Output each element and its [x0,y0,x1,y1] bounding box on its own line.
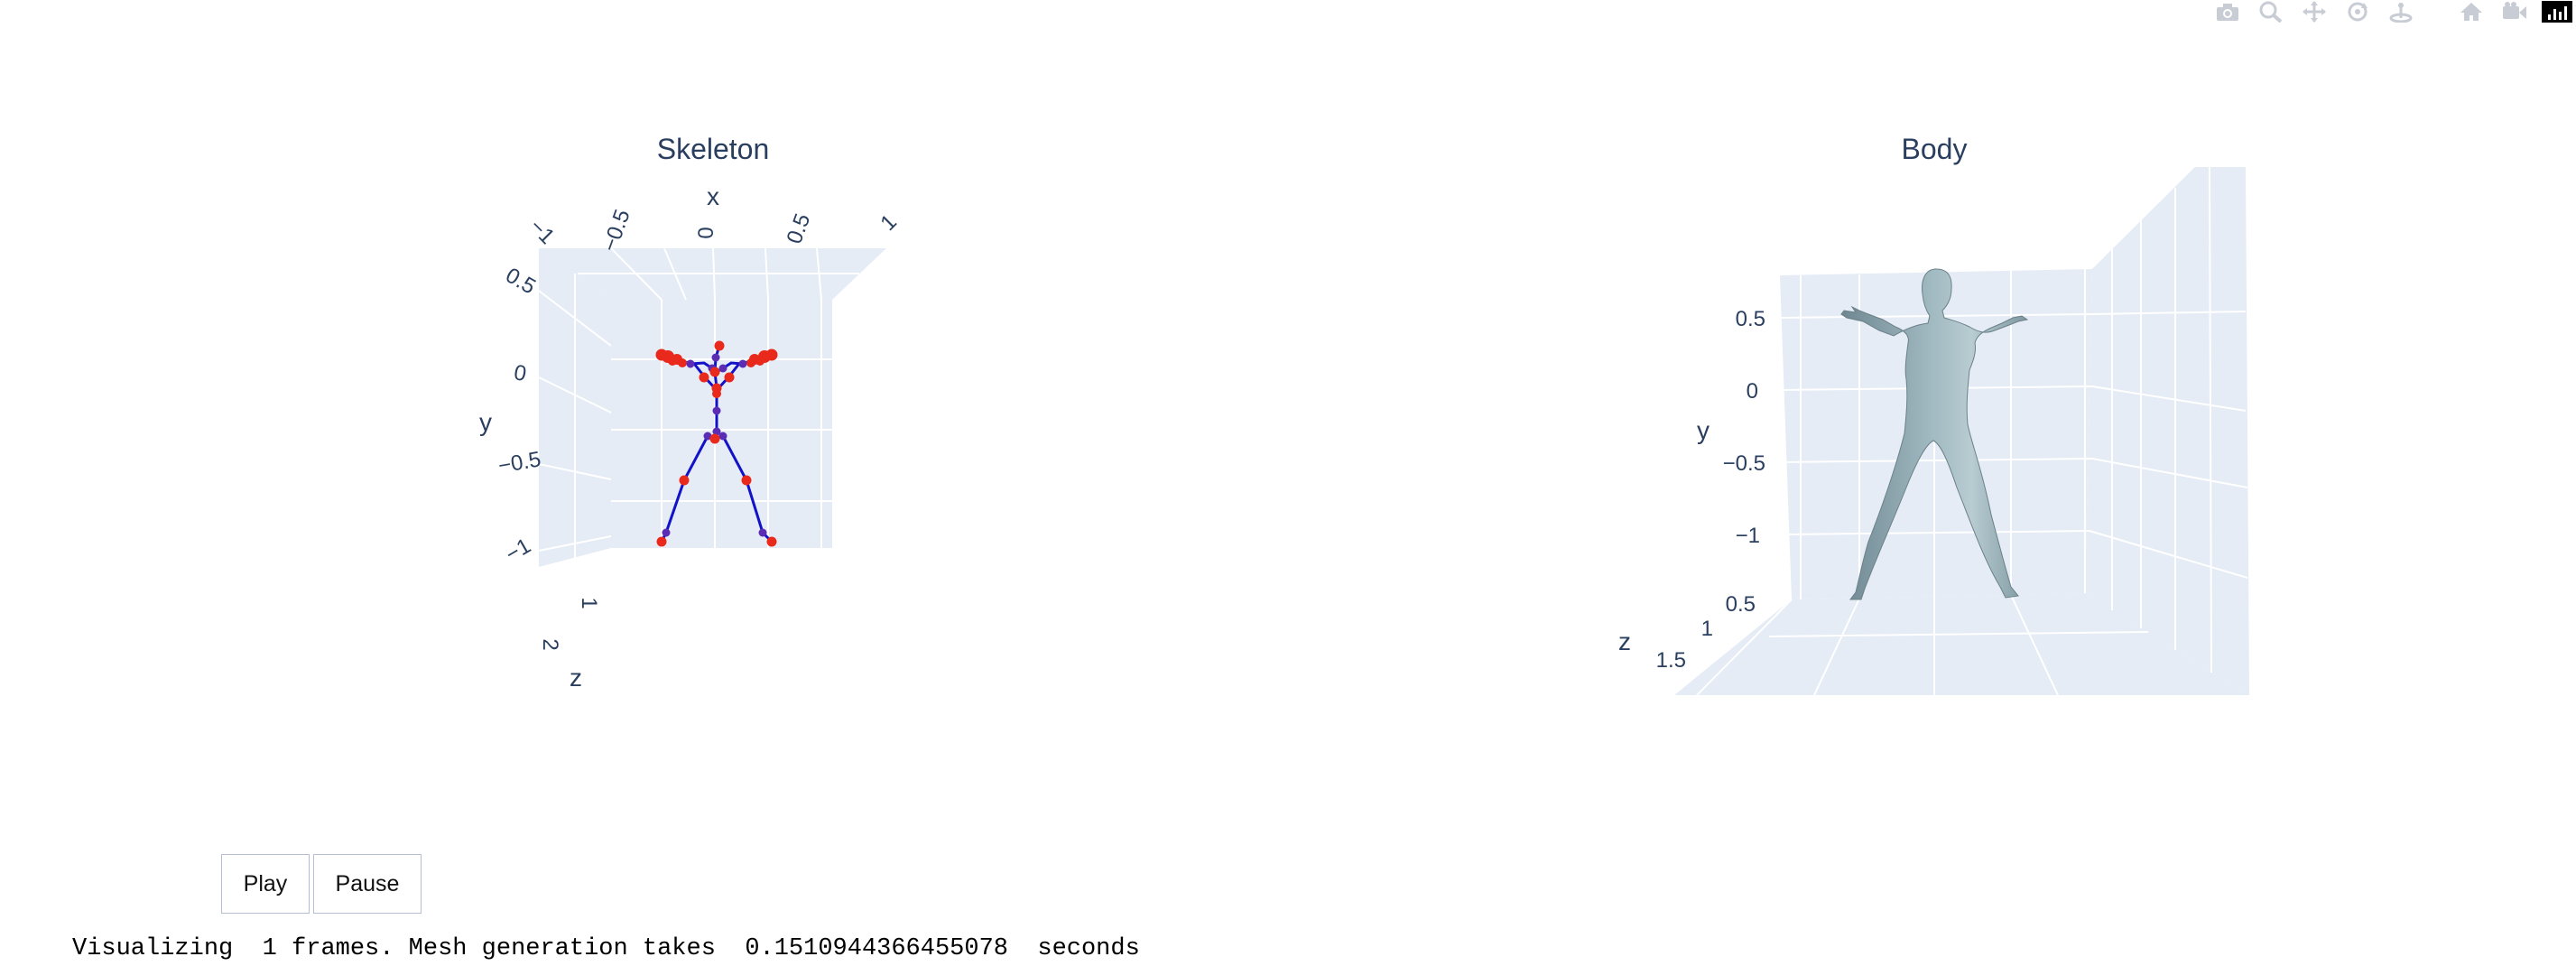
skeleton-scene[interactable]: Skeleton [479,133,902,692]
skeleton-ytick: −0.5 [496,447,542,478]
animation-controls: Play Pause [221,854,422,914]
reset-camera-last-save-icon[interactable] [2498,0,2531,23]
reset-camera-home-icon[interactable] [2455,0,2488,23]
body-yaxis-ticks: 0.5 0 −0.5 −1 [1723,307,1765,548]
body-ztick: 1.5 [1656,648,1686,673]
body-side-wall [2085,167,2249,695]
skeleton-xtick: −1 [524,214,559,248]
skeleton-ztick: 2 [538,638,562,650]
skeleton-xaxis-ticks: −1 −0.5 0 0.5 1 [524,207,902,255]
body-zaxis-ticks: 0.5 1 1.5 [1656,592,1756,673]
skeleton-joints [655,340,778,547]
skeleton-xtick: −0.5 [598,207,635,255]
skeleton-xaxis-label: x [707,182,719,210]
body-grid [1696,166,2248,696]
body-mesh [1840,268,2029,600]
skeleton-ytick: 0.5 [502,263,540,299]
camera-icon[interactable] [2211,0,2244,23]
body-ztick: 1 [1701,617,1713,641]
body-floor [1674,593,2249,695]
body-ytick: −0.5 [1723,451,1765,476]
zoom-icon[interactable] [2255,0,2287,23]
body-scene[interactable]: Body [1618,133,2249,696]
skeleton-xtick: 0.5 [783,210,816,247]
skeleton-xtick: 1 [876,209,902,236]
plot-modebar [2211,0,2576,23]
body-ytick: −1 [1736,524,1760,548]
body-title: Body [1902,133,1968,165]
plotly-logo-icon[interactable] [2542,1,2572,23]
skeleton-grid [538,247,859,558]
turntable-rotation-icon[interactable] [2385,0,2417,23]
skeleton-yaxis-ticks: 0.5 0 −0.5 −1 [496,263,542,567]
pause-button[interactable]: Pause [313,854,422,914]
body-top-wall [2092,167,2246,275]
skeleton-bone-joints [662,353,767,537]
body-zaxis-label: z [1618,627,1631,655]
skeleton-ytick: 0 [512,360,528,386]
body-ztick: 0.5 [1726,592,1756,617]
orbit-rotation-icon[interactable] [2341,0,2374,23]
skeleton-back-wall [611,300,832,548]
body-ytick: 0.5 [1736,307,1765,331]
skeleton-zaxis-ticks: 1 2 [538,597,601,650]
skeleton-zaxis-label: z [570,664,582,692]
pan-icon[interactable] [2298,0,2330,23]
body-yaxis-label: y [1697,416,1710,444]
skeleton-ytick: −1 [502,534,535,567]
play-button[interactable]: Play [221,854,310,914]
skeleton-xtick: 0 [694,227,718,238]
body-ytick: 0 [1747,379,1758,404]
skeleton-ztick: 1 [577,597,601,608]
skeleton-title: Skeleton [657,133,770,165]
skeleton-yaxis-label: y [479,408,492,436]
status-text: Visualizing 1 frames. Mesh generation ta… [72,935,1140,962]
